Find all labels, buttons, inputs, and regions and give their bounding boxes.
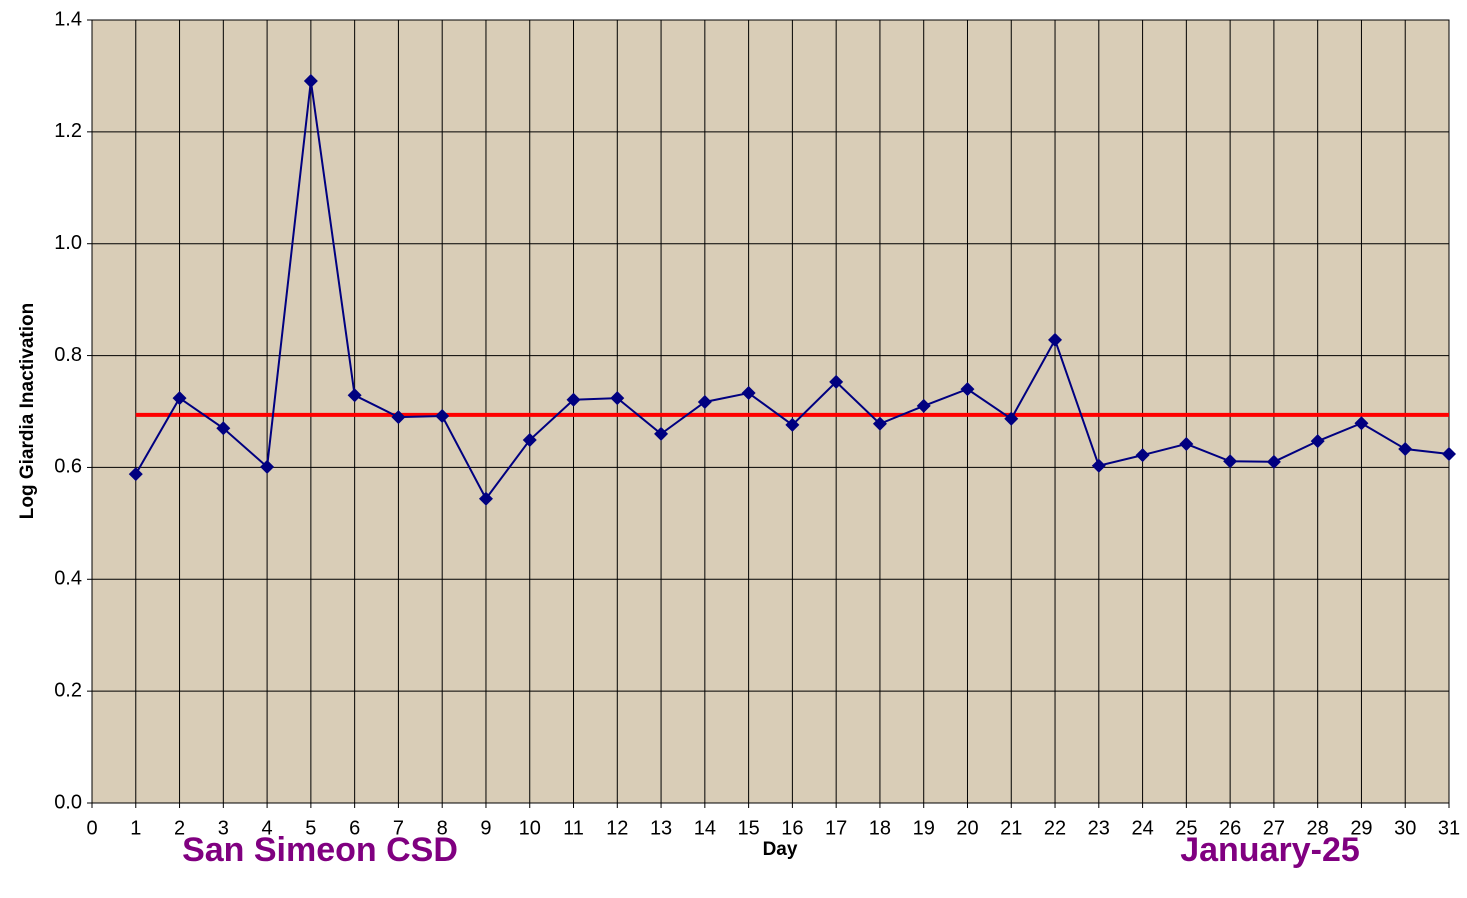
x-tick-label: 29	[1350, 817, 1372, 839]
data-point	[1442, 447, 1456, 462]
data-point	[347, 388, 362, 403]
data-point	[128, 467, 143, 482]
x-tick-label: 3	[218, 817, 229, 839]
data-point	[1048, 332, 1063, 347]
x-tick-label: 28	[1307, 817, 1329, 839]
data-point	[1223, 454, 1238, 469]
x-tick-label: 6	[349, 817, 360, 839]
data-point	[829, 374, 844, 389]
data-point	[741, 386, 756, 401]
y-tick-label: 0.6	[54, 456, 82, 478]
x-tick-label: 13	[650, 817, 672, 839]
y-tick-label: 0.8	[54, 344, 82, 366]
x-tick-label: 27	[1263, 817, 1285, 839]
data-point	[1354, 416, 1369, 431]
x-tick-label: 26	[1219, 817, 1241, 839]
x-tick-label: 17	[825, 817, 847, 839]
data-point	[216, 421, 231, 436]
x-tick-label: 12	[606, 817, 628, 839]
y-axis-label: Log Giardia Inactivation	[17, 303, 38, 519]
x-tick-label: 7	[393, 817, 404, 839]
data-point	[478, 491, 493, 506]
x-tick-label: 0	[86, 817, 97, 839]
data-point	[1266, 454, 1281, 469]
x-tick-label: 25	[1175, 817, 1197, 839]
data-point	[391, 410, 406, 425]
y-tick-label: 0.4	[54, 568, 82, 590]
data-point	[872, 416, 887, 431]
data-point	[1179, 436, 1194, 451]
y-tick-label: 1.2	[54, 120, 82, 142]
x-tick-label: 24	[1131, 817, 1153, 839]
x-tick-label: 1	[130, 817, 141, 839]
data-point	[1310, 434, 1325, 449]
x-tick-label: 30	[1394, 817, 1416, 839]
x-tick-label: 15	[737, 817, 759, 839]
data-point	[172, 391, 187, 406]
data-point	[960, 382, 975, 397]
data-point	[260, 459, 275, 474]
x-tick-label: 10	[519, 817, 541, 839]
y-tick-label: 1.0	[54, 232, 82, 254]
x-tick-label: 2	[174, 817, 185, 839]
x-tick-label: 31	[1438, 817, 1460, 839]
y-tick-label: 0.0	[54, 791, 82, 813]
data-point	[435, 408, 450, 423]
x-tick-label: 19	[913, 817, 935, 839]
data-point	[1135, 448, 1150, 463]
x-tick-label: 18	[869, 817, 891, 839]
x-tick-label: 20	[956, 817, 978, 839]
annotation: San Simeon CSD	[182, 831, 458, 869]
data-point	[1398, 441, 1413, 456]
data-point	[916, 398, 931, 413]
x-tick-label: 16	[781, 817, 803, 839]
data-point	[785, 417, 800, 432]
data-point	[522, 433, 537, 448]
x-tick-label: 8	[437, 817, 448, 839]
annotation: January-25	[1180, 831, 1360, 869]
y-tick-label: 0.2	[54, 679, 82, 701]
data-point	[697, 394, 712, 409]
data-point	[1091, 458, 1106, 473]
data-point	[1004, 411, 1019, 426]
x-tick-label: 22	[1044, 817, 1066, 839]
x-tick-label: 23	[1088, 817, 1110, 839]
plot-area	[91, 19, 1450, 804]
data-point	[610, 391, 625, 406]
x-tick-label: 5	[305, 817, 316, 839]
x-axis-label: Day	[763, 839, 798, 860]
y-tick-label: 1.4	[54, 8, 82, 30]
x-tick-label: 11	[563, 817, 584, 839]
x-tick-label: 14	[694, 817, 716, 839]
x-tick-label: 9	[480, 817, 491, 839]
data-point	[654, 426, 669, 441]
x-tick-label: 4	[262, 817, 273, 839]
data-point	[566, 392, 581, 407]
data-point	[303, 73, 318, 88]
x-tick-label: 21	[1000, 817, 1022, 839]
